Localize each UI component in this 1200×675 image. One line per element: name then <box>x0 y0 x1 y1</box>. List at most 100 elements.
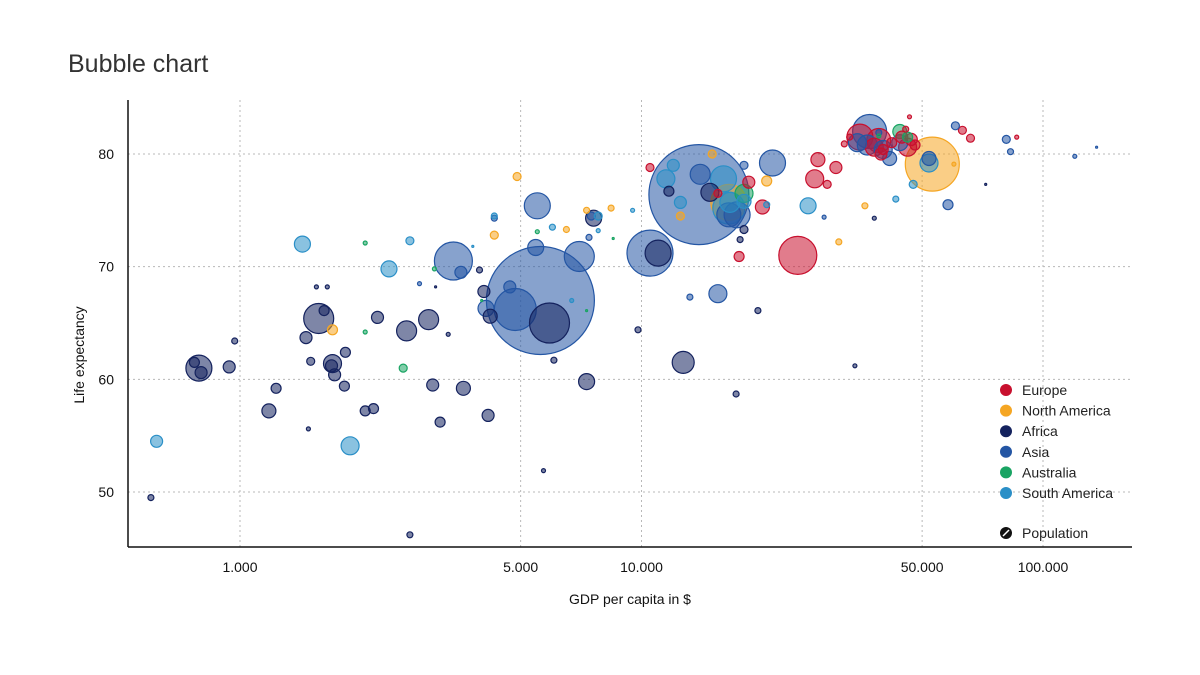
bubble-point <box>593 211 603 221</box>
bubble-point <box>471 244 475 248</box>
bubble-point <box>763 201 771 209</box>
y-tick-label: 80 <box>98 146 114 162</box>
bubble-point <box>194 366 208 380</box>
bubble-point <box>713 188 723 198</box>
tick-labels: 1.000 5.000 10.000 50.000 100.000 50 60 70 80 <box>98 146 1068 575</box>
legend-label: North America <box>1022 403 1111 419</box>
bubble-point <box>222 360 236 374</box>
bubble-point <box>686 293 694 301</box>
bubble-point <box>563 240 595 273</box>
bubble-point <box>455 380 471 396</box>
bubble-point <box>362 240 368 246</box>
bubble-point <box>1014 134 1020 140</box>
population-legend-icon-slash <box>1002 529 1010 537</box>
bubble-point <box>270 382 282 394</box>
legend-swatch <box>1000 445 1012 458</box>
legend-swatch <box>1000 425 1012 438</box>
bubble-point <box>852 363 858 369</box>
bubble-point <box>582 206 591 214</box>
bubble-point <box>758 149 787 177</box>
bubble-point <box>901 131 914 143</box>
bubble-point <box>1072 153 1078 159</box>
bubble-point <box>299 331 313 345</box>
bubble-point <box>829 160 843 175</box>
bubble-point <box>398 363 408 373</box>
bubble-point <box>892 195 900 203</box>
axes <box>127 100 1132 548</box>
bubble-point <box>634 326 642 334</box>
bubble-point <box>548 223 557 231</box>
bubble-point <box>736 236 744 244</box>
x-tick-label: 100.000 <box>1018 559 1069 575</box>
bubble-point <box>754 307 762 315</box>
bubble-point <box>708 284 728 304</box>
bubble-point <box>629 207 636 213</box>
bubble-point <box>503 280 517 294</box>
bubble-point <box>477 284 491 299</box>
bubble-point <box>709 165 738 193</box>
bubble-point <box>482 308 498 324</box>
legend-label: Asia <box>1022 444 1049 460</box>
bubble-point <box>1006 148 1015 156</box>
bubble-point <box>908 179 918 189</box>
bubble-point <box>528 302 571 344</box>
legend-label: South America <box>1022 485 1113 501</box>
legend-label: Europe <box>1022 382 1067 398</box>
bubble-point <box>840 140 848 148</box>
chart-title: Bubble chart <box>68 50 209 78</box>
bubble-point <box>645 162 655 173</box>
bubble-point <box>733 250 745 263</box>
bubble-point <box>396 320 418 342</box>
bubble-point <box>902 125 910 133</box>
bubble-point <box>550 356 558 364</box>
bubble-point <box>950 121 961 131</box>
bubble-point <box>534 229 540 235</box>
bubble-point <box>188 356 200 368</box>
bubble-point <box>607 204 615 212</box>
legend: Europe North America Africa Asia Australia So… <box>1000 382 1113 541</box>
legend-swatch <box>1000 404 1012 417</box>
legend-swatch <box>1000 384 1012 396</box>
bubble-point <box>732 390 740 398</box>
bubble-point <box>821 214 827 220</box>
legend-label: Africa <box>1022 423 1058 439</box>
bubble-point <box>951 161 957 167</box>
bubble-point <box>434 285 438 289</box>
bubble-point <box>231 337 239 345</box>
bubble-point <box>405 236 415 246</box>
bubble-point <box>490 212 498 220</box>
legend-swatch <box>1000 487 1012 499</box>
bubble-point <box>810 152 826 168</box>
bubbles <box>147 113 1099 539</box>
bubble-point <box>739 224 749 235</box>
bubble-point <box>569 297 575 304</box>
bubble-point <box>778 235 818 275</box>
bubble-point <box>261 403 277 419</box>
bubble-point <box>742 175 756 189</box>
bubble-point <box>886 137 898 149</box>
bubble-point <box>739 160 749 170</box>
bubble-point <box>909 139 921 151</box>
bubble-point <box>326 324 339 336</box>
bubble-point <box>585 233 593 241</box>
bubble-point <box>906 114 913 120</box>
bubble-point <box>150 434 164 448</box>
bubble-point <box>367 403 380 415</box>
bubble-point <box>431 266 437 272</box>
bubble-point <box>736 193 752 209</box>
bubble-point <box>707 149 717 159</box>
x-tick-label: 10.000 <box>620 559 663 575</box>
bubble-point <box>861 202 869 210</box>
x-tick-label: 1.000 <box>222 559 257 575</box>
bubble-point <box>406 531 414 539</box>
x-tick-label: 5.000 <box>503 559 538 575</box>
bubble-point <box>306 356 316 366</box>
bubble-point <box>328 368 342 382</box>
legend-swatch <box>1000 466 1012 479</box>
bubble-point <box>416 281 423 287</box>
x-tick-label: 50.000 <box>901 559 944 575</box>
bubble-point <box>584 309 589 313</box>
y-tick-label: 60 <box>98 371 114 387</box>
bubble-point <box>481 408 495 422</box>
